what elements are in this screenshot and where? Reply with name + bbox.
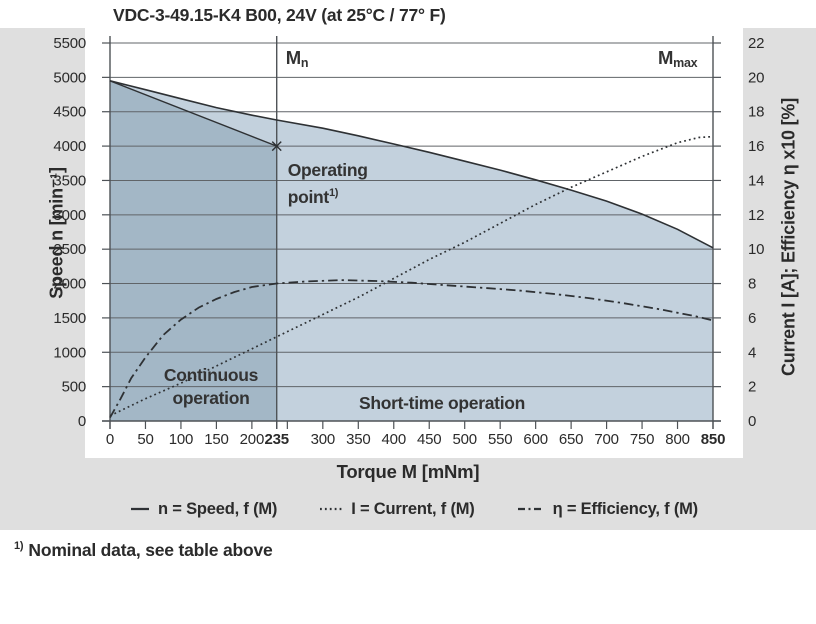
right-tick-label: 2 (748, 379, 756, 396)
right-tick-label: 14 (748, 172, 764, 189)
x-tick-label: 700 (594, 431, 618, 448)
x-tick-label: 50 (137, 431, 153, 448)
x-tick-label: 0 (106, 431, 114, 448)
right-tick-label: 0 (748, 413, 756, 430)
footnote: 1) Nominal data, see table above (14, 540, 273, 561)
left-tick-label: 4500 (53, 104, 86, 121)
footnote-text: Nominal data, see table above (28, 540, 273, 560)
left-tick-label: 3500 (53, 172, 86, 189)
x-tick-label: 300 (311, 431, 335, 448)
mn-label: Mn (286, 47, 308, 70)
legend-label-efficiency: η = Efficiency, f (M) (552, 499, 699, 518)
dotted-line-icon (320, 507, 343, 511)
speed-curve (109, 80, 714, 249)
left-tick-label: 5000 (53, 69, 86, 86)
legend-item-speed: n = Speed, f (M) (130, 500, 277, 519)
x-tick-label: 550 (488, 431, 512, 448)
right-tick-label: 22 (748, 35, 764, 52)
dashdot-line-icon (517, 507, 544, 511)
x-tick-label: 100 (169, 431, 193, 448)
left-tick-label: 5500 (53, 35, 86, 52)
left-tick-label: 1000 (53, 344, 86, 361)
x-tick-label: 850 (701, 431, 725, 448)
right-tick-label: 6 (748, 310, 756, 327)
right-tick-label: 16 (748, 138, 764, 155)
right-tick-label: 10 (748, 241, 764, 258)
continuous-operation-label: operation (172, 388, 249, 408)
left-axis-title: Speed n [min⁻¹] (46, 167, 67, 299)
legend-label-current: I = Current, f (M) (351, 499, 475, 518)
x-tick-label: 750 (630, 431, 654, 448)
x-tick-label: 500 (452, 431, 476, 448)
continuous-operation-label: Continuous (164, 365, 259, 385)
legend-item-current: I = Current, f (M) (319, 499, 475, 519)
right-tick-label: 20 (748, 69, 764, 86)
operating-point-marker (271, 141, 282, 152)
short-time-operation-label: Short-time operation (359, 393, 525, 413)
left-tick-label: 2000 (53, 276, 86, 293)
legend-label-speed: n = Speed, f (M) (158, 499, 278, 518)
left-tick-label: 4000 (53, 138, 86, 155)
right-tick-label: 18 (748, 104, 764, 121)
right-tick-label: 4 (748, 344, 756, 361)
x-tick-label: 235 (264, 431, 288, 448)
x-tick-label: 200 (240, 431, 264, 448)
mmax-label: Mmax (658, 47, 698, 70)
chart-legend: n = Speed, f (M) I = Current, f (M) η = … (85, 490, 743, 528)
left-tick-label: 1500 (53, 310, 86, 327)
x-tick-label: 600 (523, 431, 547, 448)
legend-item-efficiency: η = Efficiency, f (M) (517, 500, 698, 519)
left-tick-label: 3000 (53, 207, 86, 224)
x-tick-label: 800 (665, 431, 689, 448)
solid-line-icon (131, 507, 150, 511)
x-axis-title: Torque M [mNm] (336, 461, 480, 482)
chart-title: VDC-3-49.15-K4 B00, 24V (at 25°C / 77° F… (113, 5, 446, 25)
x-tick-label: 400 (382, 431, 406, 448)
footnote-superscript: 1) (14, 540, 24, 553)
left-tick-label: 500 (62, 379, 86, 396)
right-tick-label: 12 (748, 207, 764, 224)
x-tick-label: 450 (417, 431, 441, 448)
x-tick-label: 150 (204, 431, 228, 448)
rated-load-line-curve (109, 80, 277, 147)
x-tick-label: 350 (346, 431, 370, 448)
right-tick-label: 8 (748, 276, 756, 293)
left-tick-label: 0 (78, 413, 86, 430)
efficiency-curve (109, 279, 714, 419)
operating-point-label: point1) (288, 187, 339, 207)
operating-point-label: Operating (288, 160, 368, 180)
region-continuous-operation (110, 80, 277, 422)
x-tick-label: 650 (559, 431, 583, 448)
right-axis-title: Current I [A]; Efficiency η x10 [%] (778, 97, 799, 377)
left-tick-label: 2500 (53, 241, 86, 258)
